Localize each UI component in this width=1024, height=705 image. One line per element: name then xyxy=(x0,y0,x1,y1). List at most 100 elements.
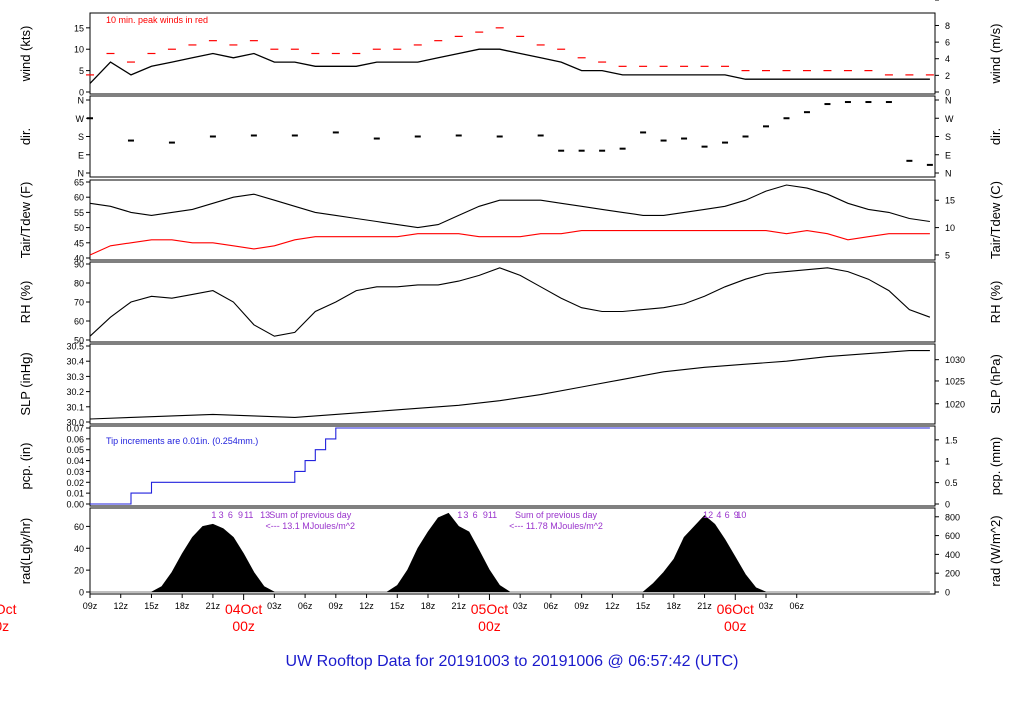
ylabel-right-dir: dir. xyxy=(988,128,1003,145)
x-tick-label: 03z xyxy=(267,601,282,611)
panel-slp: SLP (inHg) SLP (hPa) 30.0 30.1 30.2 30.3 30.4 3… xyxy=(18,342,1003,428)
ytick-label-right-wind: 2 xyxy=(945,71,950,81)
ytick-label-right-dir: E xyxy=(945,150,951,160)
rh-line xyxy=(89,267,931,337)
ytick-label-left-pcp: 0.00 xyxy=(66,500,84,510)
ytick-label-left-slp: 30.5 xyxy=(66,342,84,352)
ytick-label-left-dir: N xyxy=(78,169,85,179)
ytick-label-right-rad: 800 xyxy=(945,512,960,522)
solar-sum-value: <--- 11.78 MJoules/m^2 xyxy=(509,521,603,531)
ytick-label-left-temp: 50 xyxy=(74,223,84,233)
solar-area xyxy=(90,512,930,593)
ytick-label-left-rh: 60 xyxy=(74,317,84,327)
ytick-label-left-slp: 30.3 xyxy=(66,372,84,382)
temp-series-tdew xyxy=(89,230,930,256)
solar-hour-label: 11 xyxy=(244,510,253,520)
ytick-label-left-dir: S xyxy=(78,132,84,142)
x-tick-label: 15z xyxy=(390,601,405,611)
ytick-label-left-slp: 30.2 xyxy=(66,387,84,397)
ylabel-left-slp: SLP (inHg) xyxy=(18,352,33,415)
day-label: 05Oct xyxy=(471,601,508,617)
solar-hour-label: 1 xyxy=(457,510,462,520)
solar-hour-label: 4 xyxy=(716,510,721,520)
ytick-label-left-rh: 70 xyxy=(74,298,84,308)
ylabel-right-rad: rad (W/m^2) xyxy=(988,515,1003,586)
ytick-label-left-dir: E xyxy=(78,150,84,160)
day-label: 04Oct xyxy=(225,601,262,617)
x-tick-label: 15z xyxy=(144,601,159,611)
panel-frame-wind xyxy=(89,12,936,95)
day-sub-label: 00z xyxy=(724,618,747,634)
x-tick-label: 21z xyxy=(697,601,712,611)
ytick-label-left-pcp: 0.04 xyxy=(66,456,84,466)
ytick-label-left-rad: 60 xyxy=(74,522,84,532)
ytick-label-left-temp: 65 xyxy=(74,178,84,188)
x-tick-label: 03z xyxy=(759,601,774,611)
x-tick-label: 09z xyxy=(83,601,98,611)
ytick-label-left-dir: W xyxy=(76,114,85,124)
x-tick-label: 18z xyxy=(421,601,436,611)
ytick-label-left-wind: 5 xyxy=(79,66,84,76)
solar-hour-label: 13 xyxy=(260,510,270,520)
panel-dir: dir. dir.N NW WS SE EN N xyxy=(18,95,1003,179)
ylabel-right-rh: RH (%) xyxy=(988,281,1003,324)
ytick-label-left-temp: 40 xyxy=(74,254,84,264)
ylabel-left-temp: Tair/Tdew (F) xyxy=(18,182,33,259)
solar-sum-note: Sum of previous day xyxy=(269,510,352,520)
ylabel-right-wind: wind (m/s) xyxy=(988,24,1003,85)
ytick-label-right-wind: 8 xyxy=(945,21,950,31)
ylabel-left-wind: wind (kts) xyxy=(18,26,33,83)
panel-frame-pcp xyxy=(89,425,936,507)
solar-hour-label: 9 xyxy=(238,510,243,520)
ytick-label-left-pcp: 0.02 xyxy=(66,478,84,488)
panel-frame-slp xyxy=(89,343,936,425)
ytick-label-left-wind: 15 xyxy=(74,23,84,33)
solar-hour-label: 3 xyxy=(219,510,224,520)
ylabel-left-pcp: pcp. (in) xyxy=(18,443,33,490)
solar-hour-label: 6 xyxy=(725,510,730,520)
temp-series-tair xyxy=(89,184,930,229)
ytick-label-left-rh: 50 xyxy=(74,336,84,346)
panel-wind: wind (kts) wind (m/s) 0 5 10 15 0 2 4 6 8 10 min. p… xyxy=(18,12,1003,98)
ylabel-right-pcp: pcp. (mm) xyxy=(988,437,1003,496)
day-sub-label: 00z xyxy=(478,618,501,634)
ytick-label-right-wind: 0 xyxy=(945,88,950,98)
pcp-annotation: Tip increments are 0.01in. (0.254mm.) xyxy=(106,436,258,446)
ytick-label-left-wind: 0 xyxy=(79,88,84,98)
ytick-label-right-slp: 1030 xyxy=(945,355,965,365)
ytick-label-left-slp: 30.1 xyxy=(66,402,84,412)
x-tick-label: 12z xyxy=(359,601,374,611)
x-tick-label: 09z xyxy=(329,601,344,611)
solar-hour-label: 9 xyxy=(483,510,488,520)
ytick-label-right-rad: 200 xyxy=(945,569,960,579)
precip-step-line xyxy=(90,427,930,505)
ytick-label-left-rh: 90 xyxy=(74,260,84,270)
ytick-label-left-temp: 60 xyxy=(74,193,84,203)
ytick-label-right-temp: 5 xyxy=(945,250,950,260)
panel-rad: rad(Lgly/hr) rad (W/m^2)02040600200400600… xyxy=(18,507,1003,598)
x-tick-label: 06z xyxy=(298,601,313,611)
ytick-label-right-temp: 10 xyxy=(945,223,955,233)
solar-hour-label: 11 xyxy=(488,510,497,520)
panel-frame-dir xyxy=(89,95,936,178)
chart-footer-title: UW Rooftop Data for 20191003 to 20191006… xyxy=(286,653,739,670)
ytick-label-right-dir: N xyxy=(945,96,952,106)
ylabel-left-rh: RH (%) xyxy=(18,281,33,324)
ylabel-right-temp: Tair/Tdew (C) xyxy=(988,181,1003,259)
ytick-label-left-temp: 55 xyxy=(74,208,84,218)
solar-hour-label: 1 xyxy=(211,510,216,520)
solar-hour-label: 2 xyxy=(708,510,713,520)
solar-hour-label: 9 xyxy=(734,510,739,520)
x-tick-label: 21z xyxy=(451,601,466,611)
ytick-label-left-rad: 0 xyxy=(79,588,84,598)
solar-sum-value: <--- 13.1 MJoules/m^2 xyxy=(265,521,355,531)
panel-frame-rad xyxy=(89,507,936,595)
solar-hour-label: 6 xyxy=(473,510,478,520)
ytick-label-left-temp: 45 xyxy=(74,238,84,248)
x-tick-label: 09z xyxy=(574,601,589,611)
ylabel-left-rad: rad(Lgly/hr) xyxy=(18,518,33,584)
ytick-label-right-temp: 15 xyxy=(945,196,955,206)
mean-wind-line xyxy=(89,48,930,84)
